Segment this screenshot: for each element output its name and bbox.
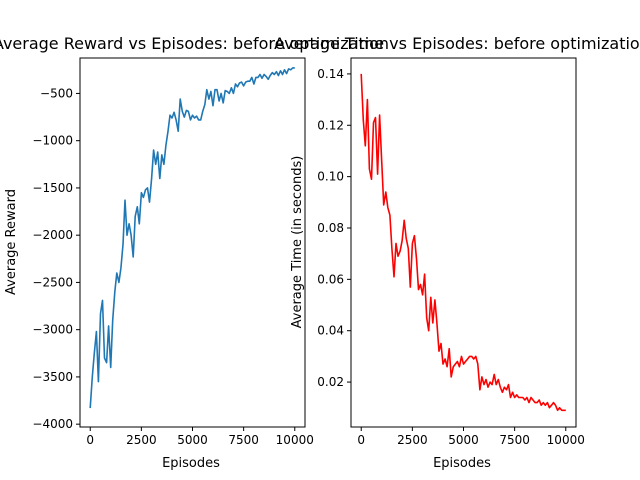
time-chart-frame — [350, 57, 577, 428]
reward-chart-xtick-label: 10000 — [276, 433, 314, 447]
reward-chart-xtick-label: 2500 — [126, 433, 157, 447]
time-chart: Average Time vs Episodes: before optimiz… — [274, 34, 640, 471]
reward-chart: Average Reward vs Episodes: before optim… — [0, 34, 389, 471]
reward-chart-ytick-label: −4000 — [32, 417, 73, 431]
reward-chart-xtick-label: 7500 — [228, 433, 259, 447]
time-chart-ylabel: Average Time (in seconds) — [290, 156, 305, 329]
reward-chart-xtick-label: 0 — [86, 433, 94, 447]
time-chart-ytick-label: 0.08 — [317, 221, 344, 235]
time-chart-ytick-label: 0.02 — [317, 375, 344, 389]
time-chart-ytick-label: 0.12 — [317, 118, 344, 132]
reward-chart-ticks: 0 2500 5000 7500 10000 −4000 −3500 −3000 −2500 −2… — [32, 86, 313, 447]
reward-chart-ytick-label: −2500 — [32, 275, 73, 289]
time-chart-ytick-label: 0.04 — [317, 324, 344, 338]
time-chart-xtick-label: 10000 — [547, 433, 585, 447]
reward-chart-ytick-label: −2000 — [32, 228, 73, 242]
reward-chart-ytick-label: −3500 — [32, 370, 73, 384]
reward-chart-ytick-label: −1500 — [32, 181, 73, 195]
reward-chart-plot-area — [89, 67, 295, 409]
reward-chart-frame — [79, 57, 306, 428]
reward-chart-ytick-label: −500 — [40, 86, 73, 100]
time-chart-series-line — [360, 73, 566, 412]
reward-chart-ylabel: Average Reward — [4, 189, 19, 295]
time-chart-xlabel: Episodes — [433, 456, 491, 471]
time-chart-xtick-label: 0 — [357, 433, 365, 447]
time-chart-ytick-label: 0.10 — [317, 170, 344, 184]
reward-chart-title: Average Reward vs Episodes: before optim… — [0, 34, 389, 53]
time-chart-xtick-label: 7500 — [499, 433, 530, 447]
time-chart-xtick-label: 2500 — [397, 433, 428, 447]
reward-chart-xtick-label: 5000 — [177, 433, 208, 447]
time-chart-ticks: 0 2500 5000 7500 10000 0.02 0.04 0.06 0.08 0.10 0.… — [317, 67, 585, 447]
reward-chart-ytick-label: −1000 — [32, 134, 73, 148]
reward-chart-ytick-label: −3000 — [32, 323, 73, 337]
time-chart-ytick-label: 0.06 — [317, 272, 344, 286]
reward-chart-series-line — [89, 67, 295, 409]
time-chart-ytick-label: 0.14 — [317, 67, 344, 81]
reward-chart-xlabel: Episodes — [162, 456, 220, 471]
time-chart-xtick-label: 5000 — [448, 433, 479, 447]
time-chart-plot-area — [360, 73, 566, 412]
time-chart-title: Average Time vs Episodes: before optimiz… — [274, 34, 640, 53]
